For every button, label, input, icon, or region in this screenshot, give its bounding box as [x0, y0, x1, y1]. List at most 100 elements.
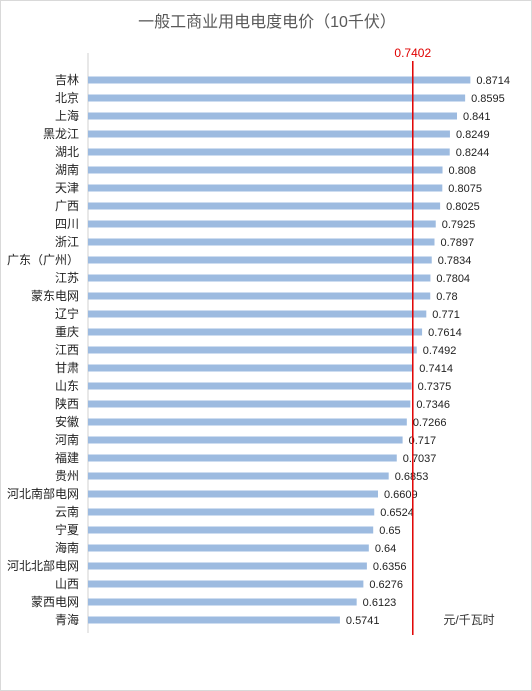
- bar: [88, 490, 378, 498]
- bar: [88, 76, 471, 84]
- bar: [88, 310, 427, 318]
- category-label: 贵州: [55, 469, 79, 483]
- bar: [88, 346, 417, 354]
- data-label: 0.8249: [456, 129, 490, 141]
- bar: [88, 598, 357, 606]
- bar: [88, 400, 411, 408]
- bar: [88, 94, 466, 102]
- bar: [88, 238, 435, 246]
- labels-group: 吉林 0.8714 北京 0.8595 上海 0.841 黑龙江 0.8249 湖北 0.8244…: [7, 73, 510, 627]
- category-label: 河北南部电网: [7, 486, 79, 501]
- category-label: 陕西: [55, 396, 79, 411]
- data-label: 0.8595: [471, 93, 505, 105]
- data-label: 0.7834: [438, 255, 472, 267]
- bar: [88, 220, 436, 228]
- bar: [88, 454, 397, 462]
- category-label: 宁夏: [55, 522, 79, 537]
- data-label: 0.64: [375, 543, 396, 555]
- data-label: 0.7492: [423, 345, 457, 357]
- bar: [88, 130, 450, 138]
- data-label: 0.5741: [346, 615, 380, 627]
- category-label: 山西: [55, 577, 79, 591]
- bar: [88, 292, 431, 300]
- reference-line-label: 0.7402: [394, 46, 431, 60]
- category-label: 河南: [55, 432, 79, 447]
- category-label: 湖南: [55, 162, 79, 177]
- chart-title: 一般工商业用电电度电价（10千伏）: [138, 13, 396, 31]
- bar: [88, 562, 367, 570]
- category-label: 上海: [55, 108, 79, 123]
- data-label: 0.78: [436, 291, 457, 303]
- category-label: 安徽: [55, 414, 79, 429]
- category-label: 云南: [55, 504, 79, 519]
- bar: [88, 202, 441, 210]
- bar: [88, 544, 369, 552]
- category-label: 青海: [55, 612, 79, 627]
- bar: [88, 184, 443, 192]
- category-label: 吉林: [55, 73, 79, 87]
- data-label: 0.65: [379, 525, 400, 537]
- bar: [88, 148, 450, 156]
- bar: [88, 166, 443, 174]
- category-label: 浙江: [55, 235, 79, 249]
- category-label: 广东（广州）: [7, 253, 79, 267]
- bar: [88, 580, 364, 588]
- category-label: 蒙西电网: [31, 595, 79, 609]
- bar: [88, 616, 340, 624]
- unit-label: 元/千瓦时: [443, 613, 494, 627]
- bar: [88, 364, 414, 372]
- data-label: 0.8244: [456, 147, 490, 159]
- data-label: 0.808: [449, 165, 477, 177]
- bars-group: [88, 76, 471, 624]
- data-label: 0.7804: [436, 273, 470, 285]
- category-label: 黑龙江: [43, 127, 79, 141]
- data-label: 0.7925: [442, 219, 476, 231]
- data-label: 0.7375: [418, 381, 452, 393]
- data-label: 0.771: [432, 309, 460, 321]
- data-label: 0.7897: [441, 237, 475, 249]
- data-label: 0.7414: [419, 363, 453, 375]
- data-label: 0.6609: [384, 489, 418, 501]
- data-label: 0.6524: [380, 507, 414, 519]
- data-label: 0.8714: [476, 75, 510, 87]
- category-label: 海南: [55, 540, 79, 555]
- category-label: 山东: [55, 379, 79, 393]
- data-label: 0.7614: [428, 327, 462, 339]
- category-label: 广西: [55, 199, 79, 213]
- bar: [88, 436, 403, 444]
- category-label: 甘肃: [55, 361, 79, 375]
- category-label: 重庆: [55, 325, 79, 339]
- category-label: 河北北部电网: [7, 558, 79, 573]
- category-label: 蒙东电网: [31, 289, 79, 303]
- data-label: 0.7037: [403, 453, 437, 465]
- bar: [88, 112, 458, 120]
- category-label: 四川: [55, 217, 79, 231]
- category-label: 天津: [55, 181, 79, 195]
- data-label: 0.6123: [363, 597, 397, 609]
- category-label: 江苏: [55, 271, 79, 285]
- data-label: 0.7346: [416, 399, 450, 411]
- bar: [88, 382, 412, 390]
- category-label: 福建: [55, 450, 79, 465]
- data-label: 0.6853: [395, 471, 429, 483]
- category-label: 湖北: [55, 144, 79, 159]
- category-label: 辽宁: [55, 306, 79, 321]
- category-label: 北京: [55, 91, 79, 105]
- bar: [88, 274, 431, 282]
- data-label: 0.6276: [369, 579, 403, 591]
- data-label: 0.8025: [446, 201, 480, 213]
- bar: [88, 508, 375, 516]
- bar: [88, 256, 432, 264]
- data-label: 0.841: [463, 111, 491, 123]
- bar: [88, 418, 407, 426]
- data-label: 0.8075: [448, 183, 482, 195]
- data-label: 0.7266: [413, 417, 447, 429]
- category-label: 江西: [55, 343, 79, 357]
- data-label: 0.6356: [373, 561, 407, 573]
- bar: [88, 328, 423, 336]
- data-label: 0.717: [409, 435, 437, 447]
- bar: [88, 472, 389, 480]
- bar: [88, 526, 374, 534]
